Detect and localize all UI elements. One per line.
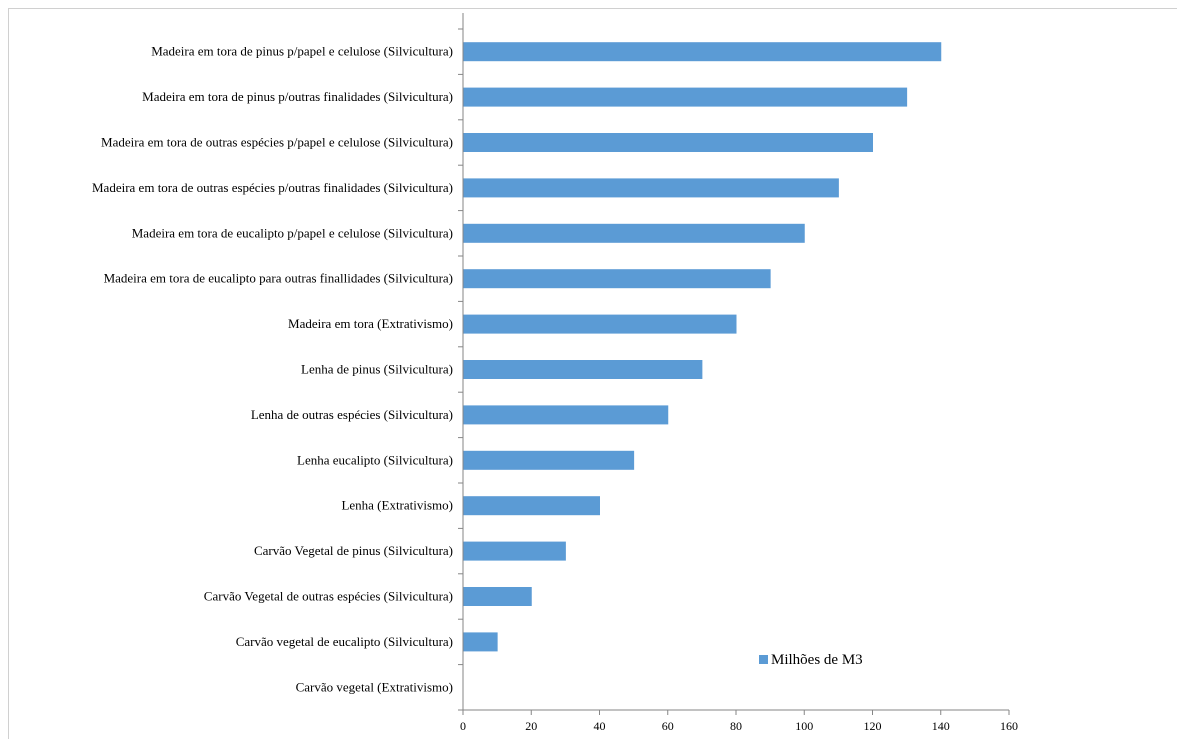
bar [463,314,737,334]
category-label: Madeira em tora de pinus p/papel e celul… [151,44,453,59]
category-label: Madeira em tora de eucalipto para outras… [104,271,453,286]
bar [463,632,498,652]
legend: Milhões de M3 [759,652,863,668]
category-label: Madeira em tora de pinus p/outras finali… [142,89,453,104]
category-label: Carvão Vegetal de pinus (Silvicultura) [254,543,453,558]
bar [463,496,600,516]
category-label: Lenha eucalipto (Silvicultura) [297,452,453,467]
x-tick-labels: 0 20 40 60 80 100 120 140 160 [460,719,1018,733]
bar [463,42,942,62]
bar [463,587,532,606]
x-tick-label: 20 [525,719,537,733]
x-tick-label: 80 [730,719,742,733]
x-tick-label: 140 [932,719,950,733]
bar [463,269,771,289]
bars [463,42,942,652]
bar [463,133,873,152]
category-label: Lenha (Extrativismo) [341,498,453,513]
legend-label: Milhões de M3 [771,652,863,668]
category-label: Madeira em tora de outras espécies p/pap… [101,135,453,150]
category-label: Lenha de pinus (Silvicultura) [301,362,453,377]
bar [463,87,908,107]
category-label: Madeira em tora de eucalipto p/papel e c… [132,225,453,240]
axes [458,13,1010,715]
bar [463,450,635,470]
x-tick-label: 160 [1000,719,1018,733]
bar [463,223,805,243]
chart-frame: Madeira em tora de pinus p/papel e celul… [8,8,1177,739]
x-tick-label: 0 [460,719,466,733]
category-label: Lenha de outras espécies (Silvicultura) [251,407,453,422]
x-tick-label: 40 [594,719,606,733]
bar-chart: Madeira em tora de pinus p/papel e celul… [92,13,1018,733]
bar [463,541,566,561]
category-label: Madeira em tora (Extrativismo) [288,316,453,331]
category-label: Madeira em tora de outras espécies p/out… [92,180,453,195]
x-tick-label: 100 [795,719,813,733]
category-label: Carvão Vegetal de outras espécies (Silvi… [204,589,453,604]
legend-swatch [759,655,768,664]
bar [463,178,839,198]
bar [463,405,669,425]
category-label: Carvão vegetal de eucalipto (Silvicultur… [236,634,453,649]
x-tick-label: 120 [864,719,882,733]
x-tick-label: 60 [662,719,674,733]
category-label: Carvão vegetal (Extrativismo) [296,679,453,694]
category-labels: Madeira em tora de pinus p/papel e celul… [92,44,453,695]
bar [463,360,703,379]
